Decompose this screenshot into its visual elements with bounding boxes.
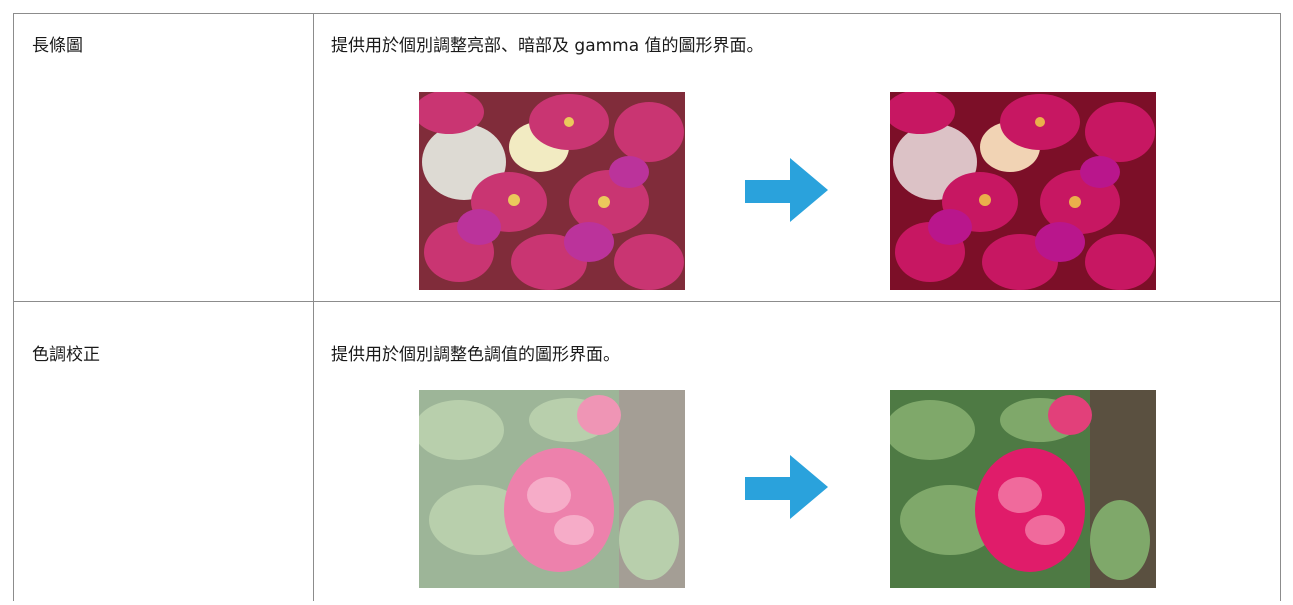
row-label: 長條圖 — [32, 36, 83, 56]
before-image — [419, 390, 685, 588]
arrow-icon — [745, 455, 828, 519]
arrow-icon — [745, 158, 828, 222]
row-label: 色調校正 — [32, 345, 100, 365]
before-image — [419, 92, 685, 290]
after-image — [890, 390, 1156, 588]
row-description: 提供用於個別調整色調值的圖形界面。 — [331, 345, 620, 365]
row-description: 提供用於個別調整亮部、暗部及 gamma 值的圖形界面。 — [331, 36, 764, 56]
after-image-tint — [890, 92, 1156, 290]
